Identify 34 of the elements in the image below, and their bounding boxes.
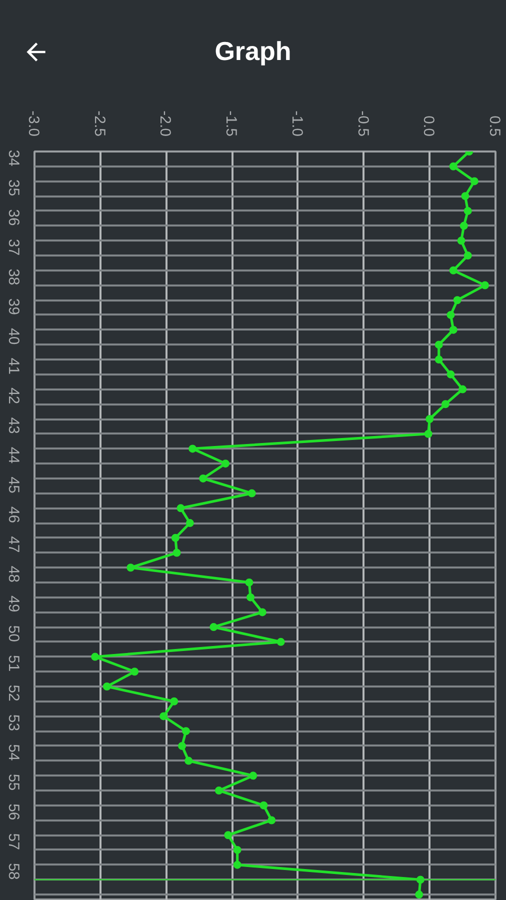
y-tick-label: 56 <box>5 804 22 820</box>
y-tick-label: 35 <box>5 179 22 196</box>
x-tick-label: -2.0 <box>156 110 174 137</box>
y-tick-label: 51 <box>5 654 22 672</box>
y-tick-label: 47 <box>5 536 22 553</box>
y-tick-label: 52 <box>5 684 22 702</box>
y-tick-label: 55 <box>5 774 22 791</box>
y-tick-label: 46 <box>5 506 22 524</box>
y-tick-label: 57 <box>5 833 22 850</box>
y-tick-label: 37 <box>5 238 22 256</box>
x-tick-label: -0.5 <box>354 110 372 137</box>
y-tick-label: 53 <box>5 714 22 732</box>
y-tick-label: 40 <box>5 328 22 345</box>
y-tick-label: 45 <box>5 476 22 494</box>
x-tick-label: -1.0 <box>288 110 306 137</box>
x-tick-label: 0.0 <box>420 116 438 137</box>
x-tick-label: -2.5 <box>90 110 108 137</box>
y-tick-label: 58 <box>5 863 22 880</box>
chart-title: Graph <box>214 36 292 66</box>
y-tick-label: 50 <box>5 625 22 642</box>
y-tick-label: 44 <box>5 446 22 464</box>
y-tick-label: 34 <box>5 150 22 166</box>
x-tick-label: -3.0 <box>25 110 42 137</box>
y-tick-label: 41 <box>5 358 22 374</box>
y-tick-label: 54 <box>5 744 22 761</box>
y-tick-label: 36 <box>5 209 22 226</box>
x-tick-label: -1.5 <box>222 110 240 137</box>
y-tick-label: 39 <box>5 298 22 315</box>
y-tick-label: 42 <box>5 387 22 404</box>
x-tick-label: 0.5 <box>486 116 503 137</box>
y-tick-label: 38 <box>5 268 22 286</box>
y-tick-label: 43 <box>5 417 22 434</box>
y-tick-label: 48 <box>5 566 22 582</box>
y-tick-label: 49 <box>5 596 22 612</box>
